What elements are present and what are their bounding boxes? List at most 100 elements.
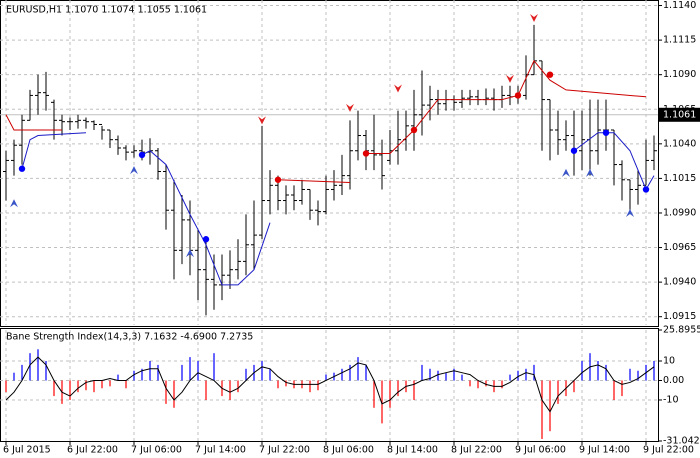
histogram-bar	[93, 380, 95, 393]
histogram-bar	[45, 360, 47, 381]
histogram-bar	[189, 357, 191, 381]
signal-arrow	[530, 13, 538, 22]
histogram-bar	[181, 364, 183, 381]
histogram-bar	[429, 368, 431, 381]
x-tick-label: 6 Jul 22:00	[67, 445, 118, 456]
histogram-bar	[637, 370, 639, 381]
histogram-bar	[13, 372, 15, 381]
histogram-bar	[261, 360, 263, 381]
histogram-bar	[477, 380, 479, 389]
histogram-bar	[37, 349, 39, 381]
histogram-bar	[501, 380, 503, 389]
histogram-bar	[117, 374, 119, 381]
signal-arrow	[186, 249, 194, 258]
histogram-bar	[21, 364, 23, 381]
histogram-bar	[517, 370, 519, 381]
histogram-bar	[309, 380, 311, 393]
signal-dot	[642, 186, 650, 193]
histogram-bar	[213, 353, 215, 381]
indicator-line	[5, 114, 62, 131]
y-tick-label: 1.0940	[663, 277, 696, 288]
sub-title: Bane Strength Index(14,3,3) 7.1632 -4.69…	[6, 332, 253, 343]
histogram-bar	[101, 380, 103, 389]
y-tick-label: 1.0990	[663, 207, 696, 218]
signal-arrow	[586, 168, 594, 177]
histogram-bar	[453, 368, 455, 381]
current-price-box	[659, 107, 700, 122]
y-tick-label: 10	[663, 355, 675, 366]
indicator-line	[277, 179, 351, 184]
signal-dot	[274, 176, 282, 183]
indicator-line	[366, 59, 647, 155]
histogram-bar	[325, 374, 327, 381]
histogram-bar	[605, 364, 607, 381]
signal-dot	[546, 71, 554, 78]
histogram-bar	[445, 372, 447, 381]
signal-dot	[570, 147, 578, 154]
y-tick-label: 0.00	[663, 375, 684, 386]
histogram-bar	[285, 380, 287, 387]
histogram-bar	[461, 374, 463, 381]
y-tick-label: -31.0429	[663, 436, 700, 447]
histogram-bar	[197, 360, 199, 381]
histogram-bar	[573, 380, 575, 393]
indicator-line	[21, 132, 87, 169]
histogram-bar	[397, 380, 399, 397]
histogram-bar	[245, 368, 247, 381]
signal-arrow	[626, 208, 634, 217]
histogram-bar	[485, 380, 487, 387]
main-panel-frame	[0, 0, 659, 327]
signal-dot	[410, 126, 418, 134]
signal-dot	[138, 151, 146, 159]
signal-arrow	[346, 103, 354, 112]
histogram-bar	[557, 380, 559, 404]
histogram-bar	[469, 380, 471, 387]
histogram-bar	[597, 360, 599, 381]
histogram-bar	[85, 380, 87, 391]
y-tick-label: 1.0915	[663, 311, 696, 322]
y-tick-label: 1.1090	[663, 69, 696, 80]
x-tick-label: 7 Jul 14:00	[195, 445, 246, 456]
histogram-bar	[389, 380, 391, 408]
histogram-bar	[349, 364, 351, 381]
signal-arrow	[562, 168, 570, 177]
y-tick-label: 1.1115	[663, 35, 696, 46]
histogram-bar	[277, 380, 279, 389]
histogram-bar	[341, 368, 343, 381]
histogram-bar	[629, 368, 631, 381]
histogram-bar	[165, 380, 167, 404]
histogram-bar	[69, 380, 71, 400]
histogram-bar	[173, 380, 175, 408]
histogram-bar	[373, 380, 375, 408]
x-tick-label: 8 Jul 06:00	[323, 445, 374, 456]
x-tick-label: 9 Jul 14:00	[579, 445, 630, 456]
y-tick-label: 1.1140	[663, 0, 696, 11]
signal-arrow	[506, 74, 514, 83]
x-tick-label: 7 Jul 06:00	[131, 445, 182, 456]
signal-line	[5, 356, 655, 413]
histogram-bar	[149, 360, 151, 381]
histogram-bar	[413, 380, 415, 400]
y-tick-label: 1.1040	[663, 138, 696, 149]
histogram-bar	[29, 353, 31, 381]
histogram-bar	[237, 380, 239, 393]
histogram-bar	[653, 360, 655, 381]
signal-dot	[602, 129, 610, 136]
x-tick-label: 8 Jul 14:00	[387, 445, 438, 456]
current-price-label: 1.1061	[663, 109, 696, 120]
signal-arrow	[258, 116, 266, 125]
signal-dot	[362, 150, 370, 157]
histogram-bar	[381, 380, 383, 424]
x-tick-label: 9 Jul 06:00	[515, 445, 566, 456]
histogram-bar	[317, 380, 319, 391]
histogram-bar	[269, 368, 271, 381]
histogram-bar	[141, 368, 143, 381]
histogram-bar	[533, 364, 535, 381]
histogram-bar	[229, 380, 231, 400]
signal-arrow	[10, 199, 18, 208]
sub-panel-frame	[0, 328, 659, 442]
signal-dot	[202, 236, 210, 243]
histogram-bar	[205, 380, 207, 400]
